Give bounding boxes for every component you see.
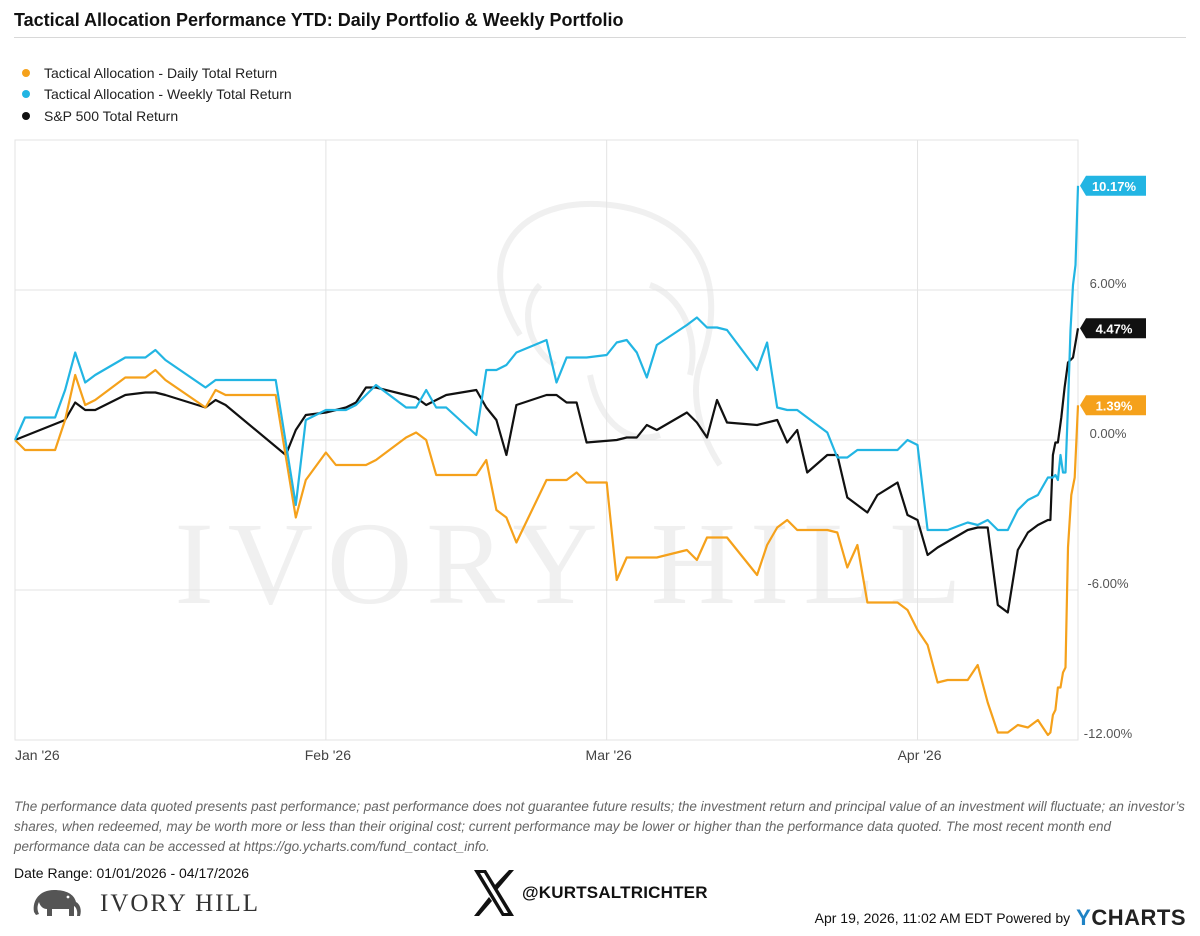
end-value-tag-2: 4.47% [1080, 318, 1146, 339]
series-line-1 [13, 185, 1080, 532]
footer-timestamp: Apr 19, 2026, 11:02 AM EDT Powered by [814, 910, 1071, 926]
legend-label-sp500: S&P 500 Total Return [44, 107, 179, 124]
elephant-watermark-icon [497, 200, 723, 467]
logo-text: IVORY HILL [100, 890, 261, 917]
elephant-logo-icon [33, 890, 81, 916]
watermark-text: IVORY HILL [175, 498, 976, 629]
end-value-label: 1.39% [1096, 398, 1133, 413]
end-value-tag-bg [1080, 395, 1146, 416]
end-value-tag-0: 1.39% [1080, 395, 1146, 416]
social-handle-text: @KURTSALTRICHTER [522, 883, 708, 902]
ivory-hill-logo: IVORY HILL [28, 884, 260, 920]
end-value-tags: 1.39% 10.17% 4.47% [1080, 175, 1146, 416]
legend-label-daily: Tactical Allocation - Daily Total Return [44, 64, 278, 81]
series-line-0 [14, 368, 1080, 737]
y-tick-label: 6.00% [1090, 276, 1127, 291]
legend-item-weekly[interactable]: Tactical Allocation - Weekly Total Retur… [22, 84, 292, 106]
x-logo-icon [474, 870, 514, 916]
legend-swatch-daily [22, 68, 30, 77]
date-range: Date Range: 01/01/2026 - 04/17/2026 [14, 865, 250, 881]
grid [14, 139, 1079, 741]
x-tick-label: Jan '26 [15, 747, 60, 763]
end-value-label: 10.17% [1092, 179, 1137, 194]
ycharts-logo-text: CHARTS [1091, 905, 1186, 930]
social-handle[interactable]: @KURTSALTRICHTER [472, 868, 708, 918]
chart-title: Tactical Allocation Performance YTD: Dai… [14, 10, 624, 30]
y-tick-label: -6.00% [1087, 576, 1129, 591]
x-tick-label: Mar '26 [586, 747, 632, 763]
disclaimer: The performance data quoted presents pas… [14, 799, 1185, 854]
end-value-label: 4.47% [1096, 321, 1133, 336]
legend-item-sp500[interactable]: S&P 500 Total Return [22, 105, 292, 127]
legend-label-weekly: Tactical Allocation - Weekly Total Retur… [44, 86, 292, 103]
title-divider [14, 37, 1186, 38]
y-axis: 6.00% 0.00% -6.00% -12.00% [1084, 276, 1133, 741]
y-tick-label: -12.00% [1084, 726, 1133, 741]
y-tick-label: 0.00% [1090, 426, 1127, 441]
series-line-2 [14, 328, 1080, 614]
x-tick-label: Apr '26 [898, 747, 942, 763]
x-axis: Jan '26 Feb '26 Mar '26 Apr '26 [15, 747, 942, 763]
series-lines [13, 185, 1080, 737]
legend-swatch-weekly [22, 90, 30, 99]
legend: Tactical Allocation - Daily Total Return… [22, 62, 292, 127]
x-tick-label: Feb '26 [305, 747, 351, 763]
legend-item-daily[interactable]: Tactical Allocation - Daily Total Return [22, 62, 292, 84]
end-value-tag-bg [1080, 318, 1146, 339]
footer-credit: Apr 19, 2026, 11:02 AM EDT Powered by YC… [815, 905, 1186, 931]
end-value-tag-bg [1080, 175, 1146, 196]
end-value-tag-1: 10.17% [1080, 175, 1146, 196]
ycharts-logo[interactable]: YCHARTS [1076, 905, 1186, 931]
line-chart: IVORY HILL 6.00% 0.00% -6.00% -12.00% Jan '… [13, 139, 1146, 763]
watermark: IVORY HILL [175, 200, 976, 629]
legend-swatch-sp500 [22, 111, 30, 120]
ycharts-logo-y: Y [1076, 905, 1092, 930]
